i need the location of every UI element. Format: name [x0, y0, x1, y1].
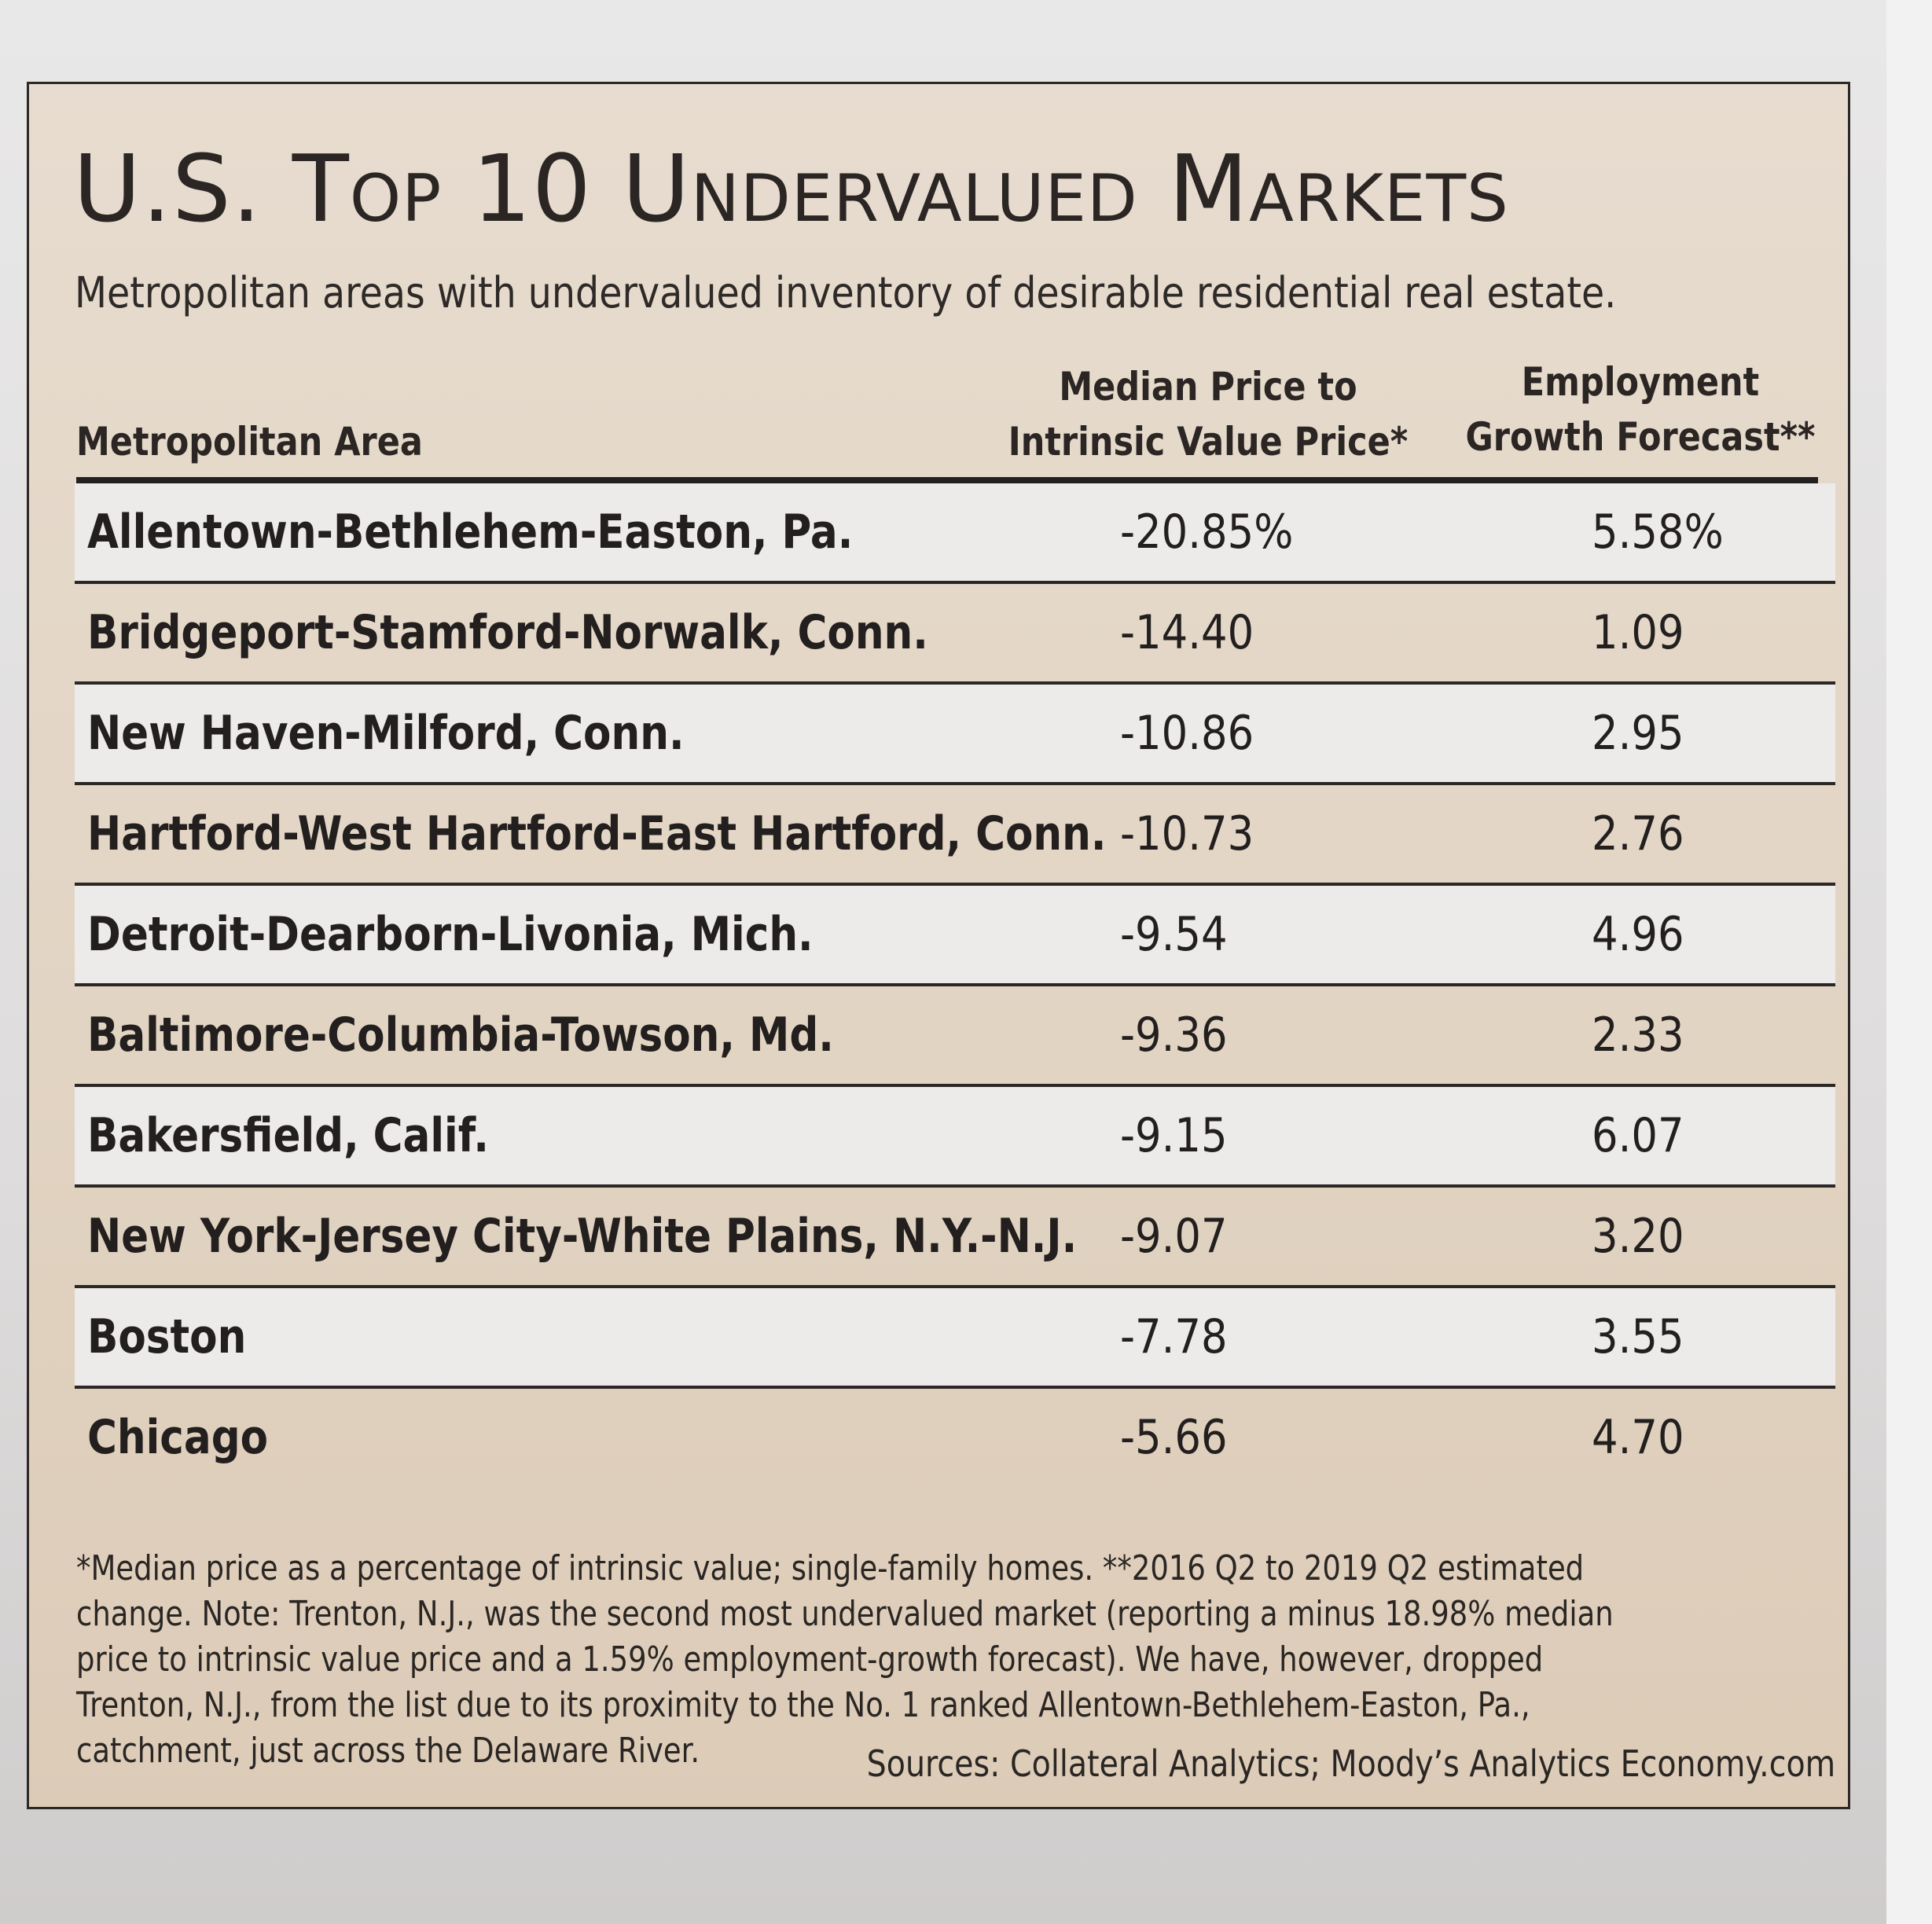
table-row: Baltimore-Columbia-Towson, Md. -9.36 2.3… — [75, 986, 1835, 1087]
table-row: Detroit-Dearborn-Livonia, Mich. -9.54 4.… — [75, 886, 1835, 986]
footnote: *Median price as a percentage of intrins… — [76, 1548, 1614, 1771]
cell-employment-growth: 1.09 — [1592, 605, 1684, 660]
table-body: Allentown-Bethlehem-Easton, Pa. -20.85% … — [75, 483, 1835, 1489]
table-row: Boston -7.78 3.55 — [75, 1288, 1835, 1389]
header-divider — [76, 477, 1818, 483]
cell-employment-growth: 2.76 — [1592, 806, 1684, 861]
table-row: Chicago -5.66 4.70 — [75, 1389, 1835, 1489]
cell-employment-growth: 2.33 — [1592, 1008, 1684, 1063]
page-edge — [1886, 0, 1932, 1924]
cell-price-ratio: -9.54 — [1120, 907, 1228, 962]
cell-price-ratio: -10.73 — [1120, 806, 1254, 861]
cell-employment-growth: 6.07 — [1592, 1108, 1684, 1163]
cell-price-ratio: -9.36 — [1120, 1008, 1228, 1063]
cell-area: Baltimore-Columbia-Towson, Md. — [87, 1008, 834, 1063]
cell-employment-growth: 2.95 — [1592, 706, 1684, 761]
cell-price-ratio: -14.40 — [1120, 605, 1254, 660]
table-card: U.S. Top 10 Undervalued Markets Metropol… — [27, 82, 1850, 1809]
cell-area: New Haven-Milford, Conn. — [87, 706, 685, 761]
cell-area: Bridgeport-Stamford-Norwalk, Conn. — [87, 605, 928, 660]
table-row: New York-Jersey City-White Plains, N.Y.-… — [75, 1188, 1835, 1288]
column-header-employment: Employment Growth Forecast** — [1404, 354, 1877, 464]
cell-employment-growth: 4.96 — [1592, 907, 1684, 962]
cell-price-ratio: -10.86 — [1120, 706, 1254, 761]
cell-area: Allentown-Bethlehem-Easton, Pa. — [87, 505, 854, 560]
sources-credit: Sources: Collateral Analytics; Moody’s A… — [866, 1742, 1835, 1785]
cell-area: New York-Jersey City-White Plains, N.Y.-… — [87, 1209, 1078, 1264]
subtitle: Metropolitan areas with undervalued inve… — [75, 268, 1617, 318]
column-header-employment-line2: Growth Forecast** — [1465, 414, 1816, 460]
column-header-price: Median Price to Intrinsic Value Price* — [945, 359, 1472, 469]
page-title: U.S. Top 10 Undervalued Markets — [73, 134, 1509, 243]
cell-area: Hartford-West Hartford-East Hartford, Co… — [87, 806, 1107, 861]
cell-price-ratio: -20.85% — [1120, 505, 1294, 560]
column-header-price-line2: Intrinsic Value Price* — [1008, 419, 1409, 464]
table-row: New Haven-Milford, Conn. -10.86 2.95 — [75, 685, 1835, 785]
cell-area: Bakersfield, Calif. — [87, 1108, 489, 1163]
cell-employment-growth: 5.58% — [1592, 505, 1724, 560]
table-row: Bakersfield, Calif. -9.15 6.07 — [75, 1087, 1835, 1188]
table-row: Hartford-West Hartford-East Hartford, Co… — [75, 785, 1835, 886]
cell-price-ratio: -9.07 — [1120, 1209, 1228, 1264]
cell-employment-growth: 3.20 — [1592, 1209, 1684, 1264]
cell-price-ratio: -9.15 — [1120, 1108, 1228, 1163]
column-header-price-line1: Median Price to — [1059, 364, 1357, 409]
table-row: Bridgeport-Stamford-Norwalk, Conn. -14.4… — [75, 584, 1835, 685]
cell-area: Chicago — [87, 1410, 269, 1465]
cell-area: Detroit-Dearborn-Livonia, Mich. — [87, 907, 814, 962]
column-header-area: Metropolitan Area — [76, 419, 423, 464]
column-header-employment-line1: Employment — [1521, 359, 1760, 405]
table-row: Allentown-Bethlehem-Easton, Pa. -20.85% … — [75, 483, 1835, 584]
cell-employment-growth: 4.70 — [1592, 1410, 1684, 1465]
cell-employment-growth: 3.55 — [1592, 1309, 1684, 1364]
cell-price-ratio: -7.78 — [1120, 1309, 1228, 1364]
cell-price-ratio: -5.66 — [1120, 1410, 1228, 1465]
cell-area: Boston — [87, 1309, 247, 1364]
